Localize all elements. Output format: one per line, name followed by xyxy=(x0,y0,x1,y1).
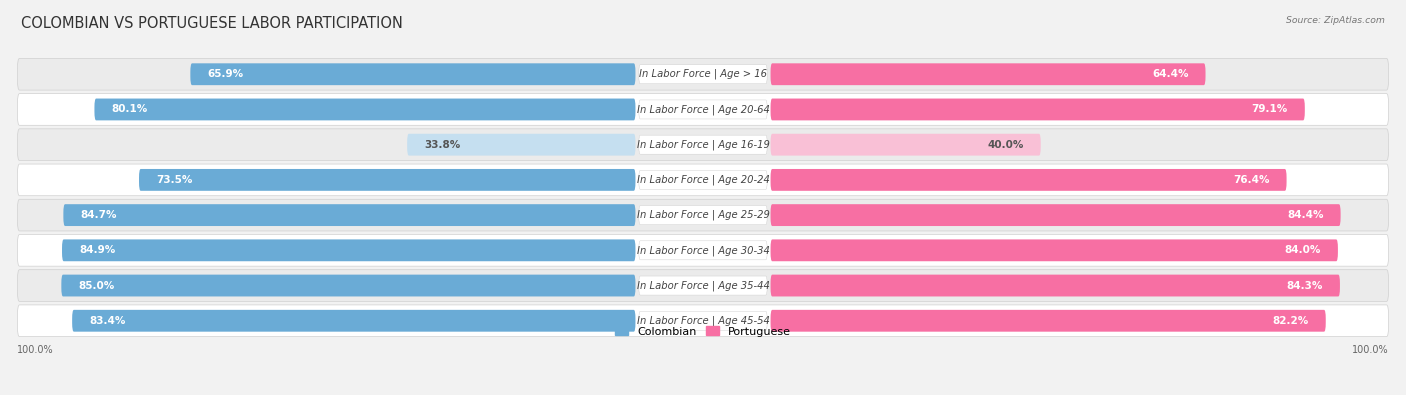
FancyBboxPatch shape xyxy=(17,94,1389,125)
Text: 100.0%: 100.0% xyxy=(1353,345,1389,355)
Text: 73.5%: 73.5% xyxy=(156,175,193,185)
FancyBboxPatch shape xyxy=(190,63,636,85)
Legend: Colombian, Portuguese: Colombian, Portuguese xyxy=(610,322,796,341)
Text: 82.2%: 82.2% xyxy=(1272,316,1309,326)
Text: Source: ZipAtlas.com: Source: ZipAtlas.com xyxy=(1286,16,1385,25)
FancyBboxPatch shape xyxy=(17,235,1389,266)
FancyBboxPatch shape xyxy=(63,204,636,226)
FancyBboxPatch shape xyxy=(17,199,1389,231)
Text: COLOMBIAN VS PORTUGUESE LABOR PARTICIPATION: COLOMBIAN VS PORTUGUESE LABOR PARTICIPAT… xyxy=(21,16,404,31)
Text: 84.7%: 84.7% xyxy=(80,210,117,220)
Text: 80.1%: 80.1% xyxy=(111,104,148,115)
FancyBboxPatch shape xyxy=(770,204,1340,226)
FancyBboxPatch shape xyxy=(62,239,636,261)
Text: 100.0%: 100.0% xyxy=(17,345,53,355)
FancyBboxPatch shape xyxy=(638,100,768,119)
Text: In Labor Force | Age 35-44: In Labor Force | Age 35-44 xyxy=(637,280,769,291)
FancyBboxPatch shape xyxy=(638,311,768,330)
FancyBboxPatch shape xyxy=(17,305,1389,337)
Text: In Labor Force | Age 20-24: In Labor Force | Age 20-24 xyxy=(637,175,769,185)
FancyBboxPatch shape xyxy=(770,239,1339,261)
Text: 40.0%: 40.0% xyxy=(987,140,1024,150)
FancyBboxPatch shape xyxy=(17,129,1389,160)
Text: 83.4%: 83.4% xyxy=(89,316,125,326)
Text: In Labor Force | Age 30-34: In Labor Force | Age 30-34 xyxy=(637,245,769,256)
FancyBboxPatch shape xyxy=(94,98,636,120)
FancyBboxPatch shape xyxy=(770,134,1040,156)
FancyBboxPatch shape xyxy=(770,275,1340,297)
Text: In Labor Force | Age 45-54: In Labor Force | Age 45-54 xyxy=(637,316,769,326)
FancyBboxPatch shape xyxy=(638,241,768,260)
Text: 64.4%: 64.4% xyxy=(1152,69,1188,79)
FancyBboxPatch shape xyxy=(770,169,1286,191)
Text: 84.9%: 84.9% xyxy=(79,245,115,255)
Text: In Labor Force | Age 16-19: In Labor Force | Age 16-19 xyxy=(637,139,769,150)
FancyBboxPatch shape xyxy=(638,170,768,189)
FancyBboxPatch shape xyxy=(17,270,1389,301)
Text: 84.0%: 84.0% xyxy=(1285,245,1322,255)
FancyBboxPatch shape xyxy=(17,58,1389,90)
FancyBboxPatch shape xyxy=(408,134,636,156)
Text: 84.3%: 84.3% xyxy=(1286,280,1323,291)
Text: In Labor Force | Age > 16: In Labor Force | Age > 16 xyxy=(638,69,768,79)
Text: 65.9%: 65.9% xyxy=(207,69,243,79)
FancyBboxPatch shape xyxy=(72,310,636,332)
FancyBboxPatch shape xyxy=(638,135,768,154)
Text: 33.8%: 33.8% xyxy=(425,140,460,150)
FancyBboxPatch shape xyxy=(638,276,768,295)
FancyBboxPatch shape xyxy=(638,65,768,84)
Text: 76.4%: 76.4% xyxy=(1233,175,1270,185)
Text: 85.0%: 85.0% xyxy=(79,280,114,291)
Text: 84.4%: 84.4% xyxy=(1288,210,1323,220)
Text: In Labor Force | Age 25-29: In Labor Force | Age 25-29 xyxy=(637,210,769,220)
Text: 79.1%: 79.1% xyxy=(1251,104,1288,115)
FancyBboxPatch shape xyxy=(770,310,1326,332)
FancyBboxPatch shape xyxy=(139,169,636,191)
FancyBboxPatch shape xyxy=(17,164,1389,196)
FancyBboxPatch shape xyxy=(638,206,768,225)
FancyBboxPatch shape xyxy=(62,275,636,297)
FancyBboxPatch shape xyxy=(770,63,1205,85)
FancyBboxPatch shape xyxy=(770,98,1305,120)
Text: In Labor Force | Age 20-64: In Labor Force | Age 20-64 xyxy=(637,104,769,115)
